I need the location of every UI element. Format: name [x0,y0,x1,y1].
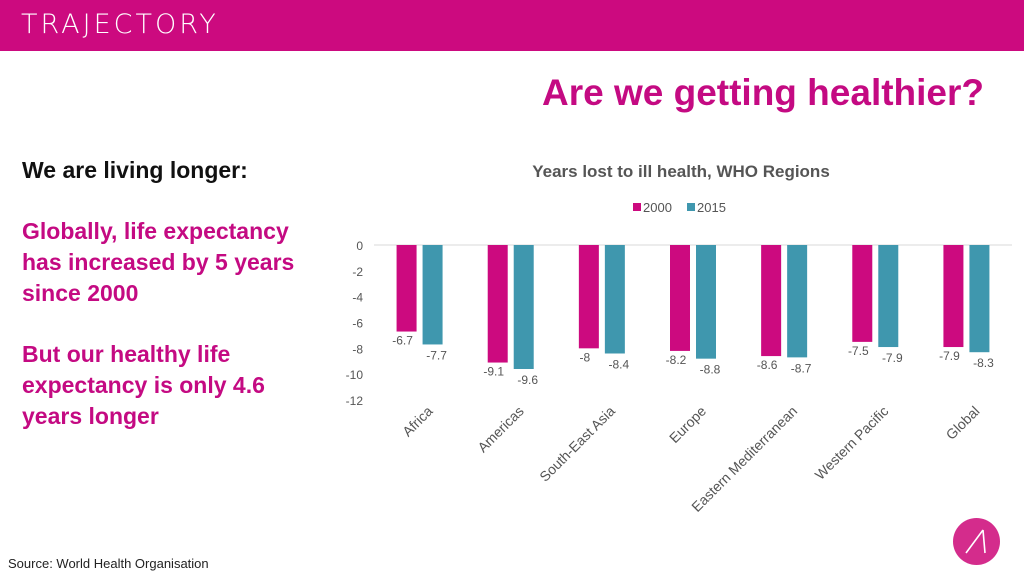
x-tick-label: Africa [399,403,436,440]
bar-2015 [422,245,443,345]
bar-2000 [852,245,873,342]
data-label-2015: -7.9 [882,351,903,365]
legend-swatch-2000 [633,203,641,211]
data-label-2000: -8.2 [666,353,687,367]
data-label-2015: -8.7 [791,361,812,375]
bar-2015 [969,245,990,353]
bar-2000 [578,245,599,349]
data-label-2000: -7.5 [848,344,869,358]
y-tick-label: -8 [352,342,363,356]
y-tick-label: -12 [346,394,364,408]
source-note: Source: World Health Organisation [8,556,209,571]
bar-2015 [878,245,899,348]
y-tick-label: -6 [352,317,363,331]
chart-title: Years lost to ill health, WHO Regions [532,162,830,181]
summary-text: We are living longer: Globally, life exp… [22,157,322,462]
x-tick-label: Europe [666,403,709,446]
trajectory-mark-icon [953,518,1000,565]
x-tick-label: Western Pacific [812,403,892,483]
bar-2015 [513,245,534,369]
lead-statement: We are living longer: [22,157,248,183]
bar-2000 [761,245,782,357]
legend-label-2015: 2015 [697,200,726,215]
data-label-2000: -8.6 [757,358,778,372]
bar-2000 [396,245,417,332]
x-tick-label: South-East Asia [536,403,618,485]
bar-2000 [670,245,690,351]
bar-2015 [696,245,716,359]
bar-2000 [943,245,964,348]
bar-2015 [604,245,625,354]
brand-logo: TRAJECTORY [21,9,219,40]
data-label-2015: -8.4 [609,358,630,372]
data-label-2000: -8 [580,350,591,364]
bar-2015 [787,245,808,358]
slide-title: Are we getting healthier? [541,72,984,113]
x-tick-label: Eastern Mediterranean [688,403,800,515]
x-tick-label: Global [943,403,983,443]
point-healthy-life-expectancy: But our healthy life expectancy is only … [22,341,265,429]
y-tick-label: -4 [352,291,363,305]
data-label-2015: -7.7 [426,348,447,362]
data-label-2015: -9.6 [517,373,538,387]
data-label-2000: -7.9 [939,349,960,363]
data-label-2000: -9.1 [483,365,504,379]
y-tick-label: -2 [352,265,363,279]
bar-2000 [487,245,508,363]
x-tick-label: Americas [474,403,527,456]
data-label-2015: -8.3 [973,356,994,370]
legend-swatch-2015 [687,203,695,211]
legend-label-2000: 2000 [643,200,672,215]
point-life-expectancy: Globally, life expectancy has increased … [22,218,295,306]
data-label-2000: -6.7 [392,334,413,348]
y-tick-label: -10 [346,368,364,382]
y-tick-label: 0 [356,239,363,253]
header-bar: TRAJECTORY [0,0,1024,51]
data-label-2015: -8.8 [700,363,721,377]
